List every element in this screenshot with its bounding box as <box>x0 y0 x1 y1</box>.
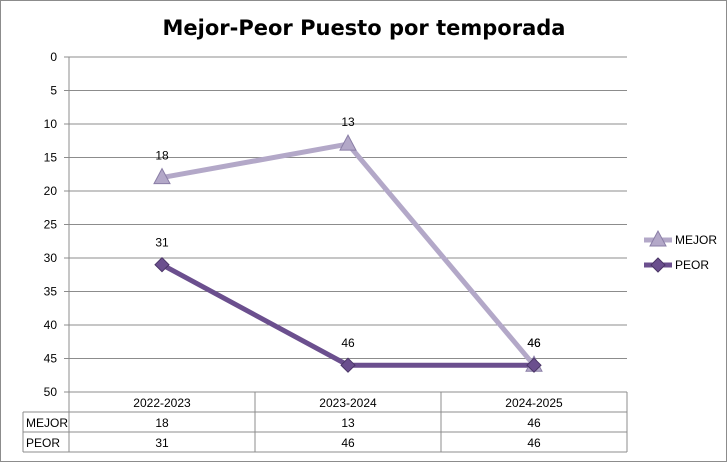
y-tick-label: 0 <box>50 50 57 64</box>
legend-marker <box>649 229 667 247</box>
data-label: 46 <box>341 336 355 350</box>
x-category-label: 2022-2023 <box>133 396 191 410</box>
data-point <box>153 167 171 185</box>
table-cell: 46 <box>527 416 541 430</box>
data-label: 46 <box>527 336 541 350</box>
y-tick-label: 5 <box>50 84 57 98</box>
data-point <box>340 357 356 373</box>
table-cell: 46 <box>341 436 355 450</box>
table-cell: 31 <box>155 436 169 450</box>
data-label: 18 <box>155 149 169 163</box>
x-category-label: 2024-2025 <box>505 396 563 410</box>
y-tick-label: 40 <box>44 318 58 332</box>
legend: MEJOR PEOR <box>644 229 717 273</box>
legend-marker <box>650 257 666 273</box>
data-point <box>154 256 170 273</box>
x-category-label: 2023-2024 <box>319 396 377 410</box>
series-layer <box>153 134 543 373</box>
data-label: 31 <box>155 236 169 250</box>
y-tick-label: 30 <box>44 251 58 265</box>
table-row-header: MEJOR <box>26 416 68 430</box>
y-tick-label: 50 <box>44 385 58 399</box>
data-label: 13 <box>341 115 355 129</box>
y-tick-label: 35 <box>44 285 58 299</box>
data-label: 46 <box>527 336 541 350</box>
table-cell: 46 <box>527 436 541 450</box>
legend-label: PEOR <box>675 258 709 272</box>
data-table: 2022-2023 2023-2024 2024-2025 MEJOR 18 13 46 PE… <box>22 392 628 453</box>
data-point <box>339 134 357 151</box>
series-line-mejor <box>159 141 537 368</box>
y-tick-label: 10 <box>44 117 58 131</box>
legend-label: MEJOR <box>675 233 717 247</box>
table-row-header: PEOR <box>26 436 60 450</box>
data-point <box>526 357 542 373</box>
y-tick-label: 15 <box>44 151 58 165</box>
y-tick-label: 20 <box>44 184 58 198</box>
chart-title: Mejor-Peor Puesto por temporada <box>163 16 566 40</box>
y-tick-label: 45 <box>44 352 58 366</box>
y-axis: 0 5 10 15 20 25 30 35 40 45 50 <box>44 50 70 399</box>
table-cell: 18 <box>155 416 169 430</box>
table-cell: 13 <box>341 416 355 430</box>
y-tick-label: 25 <box>44 218 58 232</box>
